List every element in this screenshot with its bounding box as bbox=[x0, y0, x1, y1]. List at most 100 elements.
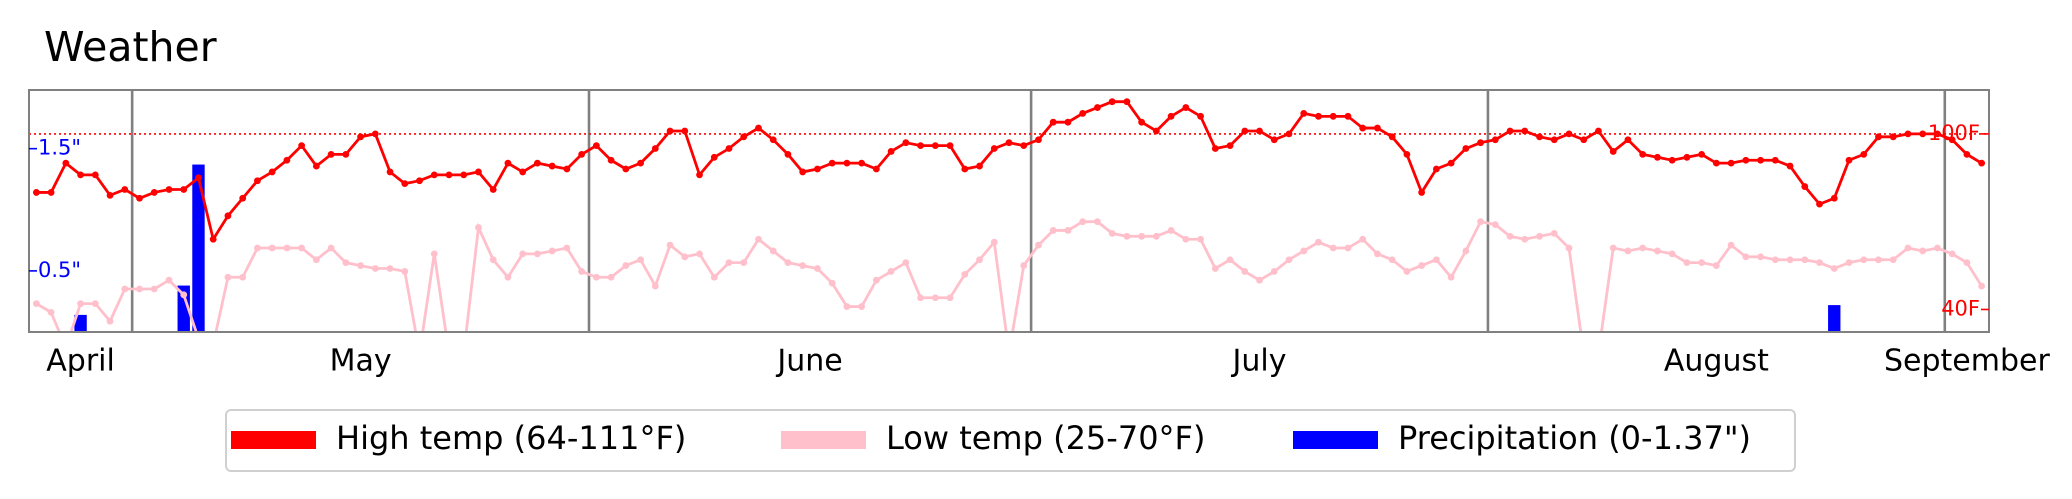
series-marker bbox=[1948, 250, 1956, 258]
series-marker bbox=[1595, 350, 1602, 357]
y-tick-label: 0.5" bbox=[38, 258, 81, 282]
series-marker bbox=[1860, 256, 1868, 264]
series-marker bbox=[445, 171, 453, 179]
series-marker bbox=[799, 262, 807, 269]
series-marker bbox=[1329, 112, 1337, 120]
series-marker bbox=[195, 174, 202, 182]
precip-bar bbox=[74, 314, 87, 332]
series-marker bbox=[1418, 189, 1426, 196]
series-marker bbox=[1654, 247, 1661, 255]
legend-label: High temp (64-111°F) bbox=[336, 419, 686, 457]
series-marker bbox=[887, 148, 895, 155]
series-marker bbox=[1477, 139, 1484, 147]
series-marker bbox=[460, 171, 468, 179]
series-marker bbox=[475, 224, 482, 231]
series-marker bbox=[1757, 156, 1764, 164]
series-marker bbox=[1963, 150, 1971, 158]
series-marker bbox=[1329, 244, 1337, 252]
series-marker bbox=[1639, 244, 1647, 252]
series-marker bbox=[1771, 156, 1779, 164]
legend-swatch bbox=[231, 431, 316, 449]
series-marker bbox=[268, 244, 276, 252]
series-marker bbox=[430, 250, 438, 258]
series-marker bbox=[902, 259, 910, 267]
series-marker bbox=[1904, 130, 1912, 138]
series-marker bbox=[254, 177, 261, 185]
series-marker bbox=[1020, 142, 1028, 149]
series-marker bbox=[1624, 247, 1632, 255]
x-tick-label: April bbox=[46, 344, 115, 379]
series-marker bbox=[725, 259, 733, 267]
series-marker bbox=[386, 265, 394, 272]
series-marker bbox=[371, 265, 379, 272]
series-marker bbox=[1447, 159, 1455, 167]
legend-swatch bbox=[1293, 431, 1378, 449]
series-marker bbox=[136, 285, 143, 293]
series-marker bbox=[136, 194, 143, 202]
series-marker bbox=[1550, 136, 1558, 144]
series-marker bbox=[1167, 227, 1175, 234]
series-marker bbox=[210, 341, 217, 348]
series-marker bbox=[1639, 150, 1647, 158]
series-marker bbox=[1609, 244, 1617, 252]
series-marker bbox=[1403, 150, 1411, 158]
series-marker bbox=[1094, 218, 1101, 226]
series-marker bbox=[1108, 229, 1116, 237]
series-marker bbox=[1226, 256, 1234, 264]
series-marker bbox=[1064, 118, 1072, 126]
series-marker bbox=[1035, 241, 1042, 249]
series-marker bbox=[1830, 265, 1838, 272]
series-marker bbox=[77, 171, 84, 179]
series-marker bbox=[106, 191, 114, 199]
series-marker bbox=[1565, 244, 1573, 252]
precip-bar bbox=[1828, 305, 1841, 332]
series-marker bbox=[1094, 104, 1101, 111]
series-marker bbox=[298, 142, 306, 149]
series-marker bbox=[1359, 124, 1367, 132]
series-marker bbox=[1270, 268, 1278, 275]
series-marker bbox=[755, 235, 762, 243]
legend-label: Low temp (25-70°F) bbox=[886, 419, 1205, 457]
series-marker bbox=[1595, 127, 1602, 135]
series-marker bbox=[180, 291, 188, 299]
series-marker bbox=[1226, 142, 1234, 149]
series-line bbox=[35, 220, 1983, 332]
series-marker bbox=[755, 124, 762, 132]
series-marker bbox=[1742, 156, 1750, 164]
series-marker bbox=[1698, 259, 1706, 267]
series-marker bbox=[254, 244, 261, 252]
series-marker bbox=[828, 279, 836, 287]
series-marker bbox=[1978, 282, 1986, 290]
series-marker bbox=[1418, 262, 1426, 269]
series-marker bbox=[666, 127, 674, 135]
series-marker bbox=[710, 273, 718, 281]
series-marker bbox=[858, 303, 866, 310]
series-marker bbox=[1506, 232, 1514, 240]
series-marker bbox=[91, 300, 99, 308]
series-marker bbox=[1875, 256, 1882, 264]
series-marker bbox=[327, 150, 335, 158]
series-marker bbox=[1668, 250, 1676, 258]
series-marker bbox=[990, 145, 998, 152]
series-marker bbox=[607, 156, 615, 164]
series-marker bbox=[1447, 273, 1455, 281]
series-marker bbox=[504, 273, 512, 281]
series-marker bbox=[872, 276, 880, 284]
series-marker bbox=[961, 270, 969, 278]
series-marker bbox=[1020, 262, 1028, 269]
series-marker bbox=[342, 150, 350, 158]
series-marker bbox=[1374, 250, 1381, 258]
precip-bar bbox=[177, 285, 190, 332]
series-marker bbox=[180, 186, 188, 193]
series-marker bbox=[651, 145, 659, 152]
series-marker bbox=[1934, 244, 1941, 252]
series-marker bbox=[1241, 127, 1249, 135]
series-marker bbox=[475, 168, 482, 176]
series-marker bbox=[1359, 235, 1367, 243]
series-marker bbox=[77, 300, 84, 308]
series-marker bbox=[740, 133, 748, 141]
series-marker bbox=[1344, 244, 1352, 252]
series-marker bbox=[1668, 156, 1676, 164]
series-marker bbox=[887, 268, 895, 275]
series-marker bbox=[1816, 200, 1823, 208]
